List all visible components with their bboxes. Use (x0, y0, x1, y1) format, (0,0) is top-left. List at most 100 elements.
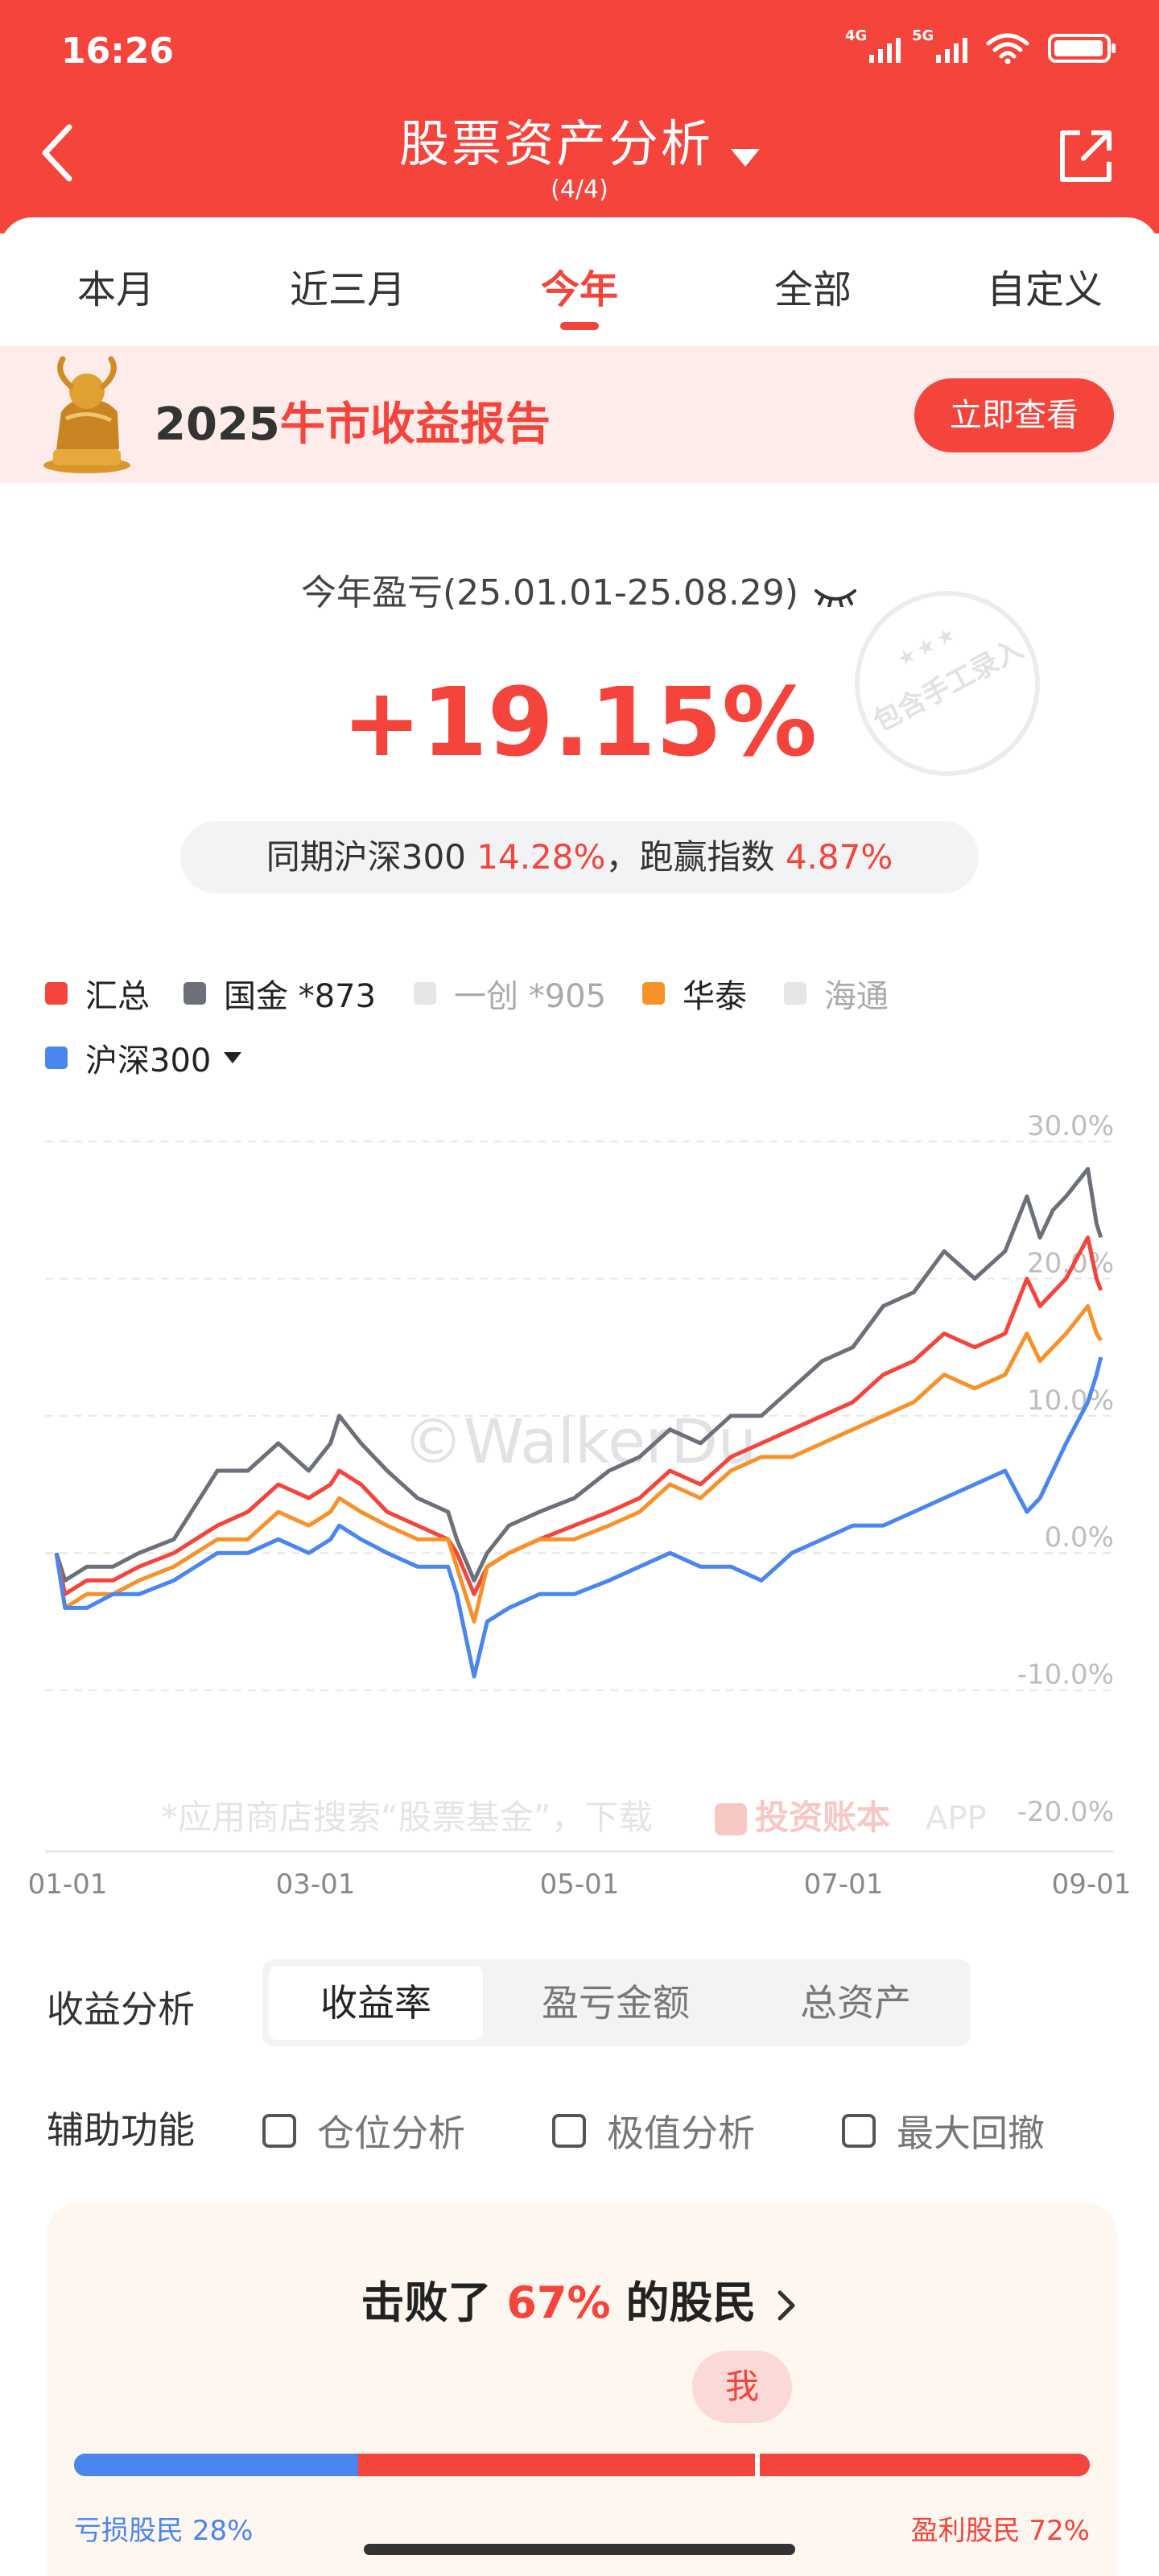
loss-label-text: 亏损股民 (74, 2515, 184, 2547)
battery-icon (1048, 34, 1116, 63)
win-pct: 72% (1029, 2515, 1090, 2547)
compare-prefix: 同期沪深300 (266, 837, 466, 877)
legend-swatch (184, 982, 206, 1005)
title-dropdown[interactable]: 股票资产分析 (0, 103, 1159, 175)
x-tick-label: 05-01 (540, 1868, 620, 1900)
option-return-rate[interactable]: 收益率 (269, 1966, 483, 2040)
legend-item-huatai[interactable]: 华泰 (642, 970, 747, 1017)
chevron-right-icon (777, 2290, 795, 2321)
return-line-chart[interactable]: 30.0%20.0%10.0%0.0%-10.0%-20.0% ©WalkerD… (0, 1111, 1159, 1900)
page-counter: (4/4) (551, 175, 608, 204)
extreme-analysis-checkbox[interactable]: 极值分析 (552, 2104, 755, 2157)
app-header: 16:26 4G 5G 股票资产分析 (4/4) (0, 0, 1159, 233)
legend-label: 海通 (824, 978, 889, 1015)
y-tick-label: 30.0% (1027, 1111, 1114, 1142)
legend-label: 国金 *873 (224, 978, 377, 1015)
legend-swatch (45, 1046, 68, 1069)
loss-pct: 28% (192, 2515, 254, 2547)
y-axis-labels: 30.0% 20.0% 10.0% 0.0% -10.0% -20.0% (1017, 1111, 1114, 1828)
banner-year: 2025 (155, 398, 280, 451)
legend-label: 一创 *905 (454, 978, 607, 1015)
hide-eye-icon[interactable] (813, 583, 858, 607)
footer-ad-text: *应用商店搜索“股票基金”，下载 (161, 1798, 653, 1837)
page-title: 股票资产分析 (398, 114, 713, 173)
x-tick-label: 09-01 (1052, 1868, 1132, 1900)
legend-swatch (45, 982, 68, 1005)
legend-label: 华泰 (683, 978, 747, 1015)
tab-three-months[interactable]: 近三月 (289, 267, 406, 312)
checkbox-label: 仓位分析 (317, 2112, 465, 2155)
signal-5g-label: 5G (912, 27, 934, 44)
x-axis-labels: 01-01 03-01 05-01 07-01 09-01 (28, 1868, 1132, 1900)
option-total-assets[interactable]: 总资产 (800, 1981, 911, 2025)
series-line (54, 1166, 1103, 1583)
signal-5g-icon: 5G (912, 27, 967, 63)
y-tick-label: 10.0% (1027, 1385, 1114, 1417)
legend-swatch (414, 982, 436, 1005)
tab-custom[interactable]: 自定义 (986, 267, 1103, 312)
legend-item-yichuang[interactable]: 一创 *905 (414, 970, 606, 1017)
legend-item-hs300[interactable]: 沪深300 (45, 1034, 242, 1081)
beat-percent: 67% (506, 2277, 611, 2328)
beat-investors-link[interactable]: 击败了 67% 的股民 (47, 2267, 1117, 2330)
footer-ad-app: 投资账本 (755, 1798, 890, 1837)
checkbox-box (262, 2114, 296, 2148)
legend-label: 汇总 (85, 978, 150, 1015)
tab-this-year[interactable]: 今年 (540, 267, 618, 312)
checkbox-label: 最大回撤 (897, 2112, 1045, 2155)
banner-title: 2025牛市收益报告 (155, 388, 551, 453)
home-indicator[interactable] (364, 2544, 795, 2555)
legend-item-haitong[interactable]: 海通 (784, 970, 889, 1017)
golden-bull-icon (43, 356, 130, 473)
index-compare-pill: 同期沪深300 14.28%，跑赢指数 4.87% (180, 821, 979, 894)
footer-ad-app-suffix: APP (926, 1800, 987, 1837)
aux-label: 辅助功能 (47, 2108, 195, 2152)
series-line (54, 1356, 1103, 1679)
max-drawdown-checkbox[interactable]: 最大回撤 (842, 2104, 1045, 2157)
me-marker-bubble: 我 (692, 2351, 792, 2423)
position-analysis-checkbox[interactable]: 仓位分析 (262, 2104, 465, 2157)
profit-investors-label: 盈利股民 72% (911, 2508, 1090, 2548)
legend-item-total[interactable]: 汇总 (45, 970, 150, 1017)
tab-all[interactable]: 全部 (773, 267, 852, 312)
status-icons: 4G 5G (845, 27, 1116, 64)
tab-this-month[interactable]: 本月 (76, 267, 155, 312)
period-profit-label: 今年盈亏(25.01.01-25.08.29) (0, 564, 1159, 615)
period-profit-text: 今年盈亏(25.01.01-25.08.29) (300, 572, 799, 613)
beat-prefix: 击败了 (361, 2277, 492, 2328)
caret-down-icon (731, 148, 760, 167)
legend-label: 沪深300 (85, 1042, 212, 1080)
checkbox-label: 极值分析 (607, 2112, 755, 2155)
legend-swatch (642, 982, 665, 1005)
share-button[interactable] (1056, 125, 1117, 186)
beat-suffix: 的股民 (625, 2277, 757, 2328)
legend-item-guojin[interactable]: 国金 *873 (184, 970, 376, 1017)
x-tick-label: 03-01 (276, 1868, 356, 1900)
y-tick-label: 20.0% (1027, 1247, 1114, 1279)
win-label-text: 盈利股民 (910, 2515, 1021, 2547)
x-tick-label: 01-01 (28, 1868, 108, 1900)
investor-distribution-bar (74, 2454, 1090, 2476)
legend-swatch (784, 982, 806, 1005)
banner-highlight: 牛市收益报告 (279, 398, 551, 451)
beat-index-value: 4.87% (785, 837, 893, 877)
x-tick-label: 07-01 (804, 1868, 884, 1900)
bull-report-banner[interactable]: 2025牛市收益报告 立即查看 (0, 346, 1159, 483)
signal-4g-label: 4G (845, 27, 868, 44)
analysis-segmented-control: 收益率 盈亏金额 总资产 (262, 1959, 971, 2046)
back-button[interactable] (34, 121, 82, 193)
checkbox-box (552, 2114, 586, 2148)
loss-segment (74, 2454, 359, 2476)
ad-app-icon (715, 1803, 747, 1835)
beat-investors-card: 击败了 67% 的股民 我 亏损股民 28% 盈利股民 72% (47, 2202, 1117, 2576)
analysis-label: 收益分析 (47, 1988, 195, 2031)
compare-mid: ，跑赢指数 (605, 837, 775, 877)
chart-series (54, 1166, 1103, 1679)
me-position-marker (754, 2454, 760, 2476)
view-now-button[interactable]: 立即查看 (914, 378, 1114, 452)
series-line (54, 1235, 1103, 1596)
caret-down-icon (224, 1052, 242, 1063)
series-line (54, 1304, 1103, 1624)
option-profit-amount[interactable]: 盈亏金额 (542, 1981, 690, 2025)
year-profit-value: +19.15% (341, 667, 818, 778)
